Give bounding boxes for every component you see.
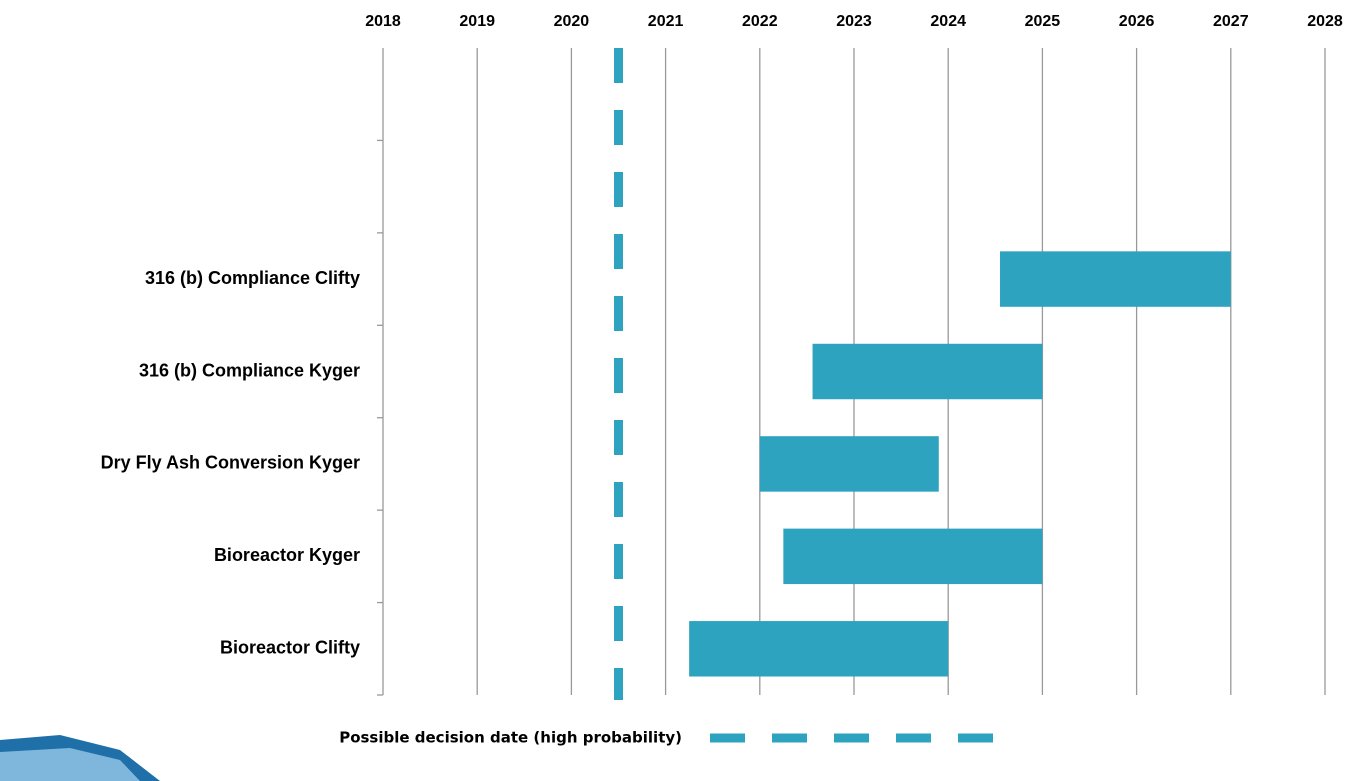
decoration xyxy=(0,748,140,781)
y-tick-label: Dry Fly Ash Conversion Kyger xyxy=(101,453,360,473)
bar xyxy=(689,621,949,677)
x-tick-label: 2028 xyxy=(1307,13,1343,30)
y-tick-label: 316 (b) Compliance Kyger xyxy=(139,360,360,380)
x-tick-label: 2022 xyxy=(742,13,778,30)
x-tick-label: 2026 xyxy=(1119,13,1155,30)
y-tick-label: 316 (b) Compliance Clifty xyxy=(145,268,360,288)
x-tick-label: 2027 xyxy=(1213,13,1249,30)
x-tick-label: 2023 xyxy=(836,13,872,30)
x-tick-label: 2021 xyxy=(648,13,684,30)
bar xyxy=(783,528,1043,585)
legend-label: Possible decision date (high probability… xyxy=(339,729,682,747)
bar xyxy=(812,343,1043,400)
x-tick-label: 2025 xyxy=(1025,13,1061,30)
y-tick-label: Bioreactor Kyger xyxy=(214,545,360,565)
x-tick-label: 2020 xyxy=(554,13,590,30)
y-tick-label: Bioreactor Clifty xyxy=(220,638,360,658)
bar xyxy=(1000,251,1231,307)
x-tick-label: 2024 xyxy=(930,13,966,30)
x-tick-label: 2018 xyxy=(365,13,401,30)
x-tick-label: 2019 xyxy=(459,13,495,30)
bar xyxy=(759,436,939,492)
